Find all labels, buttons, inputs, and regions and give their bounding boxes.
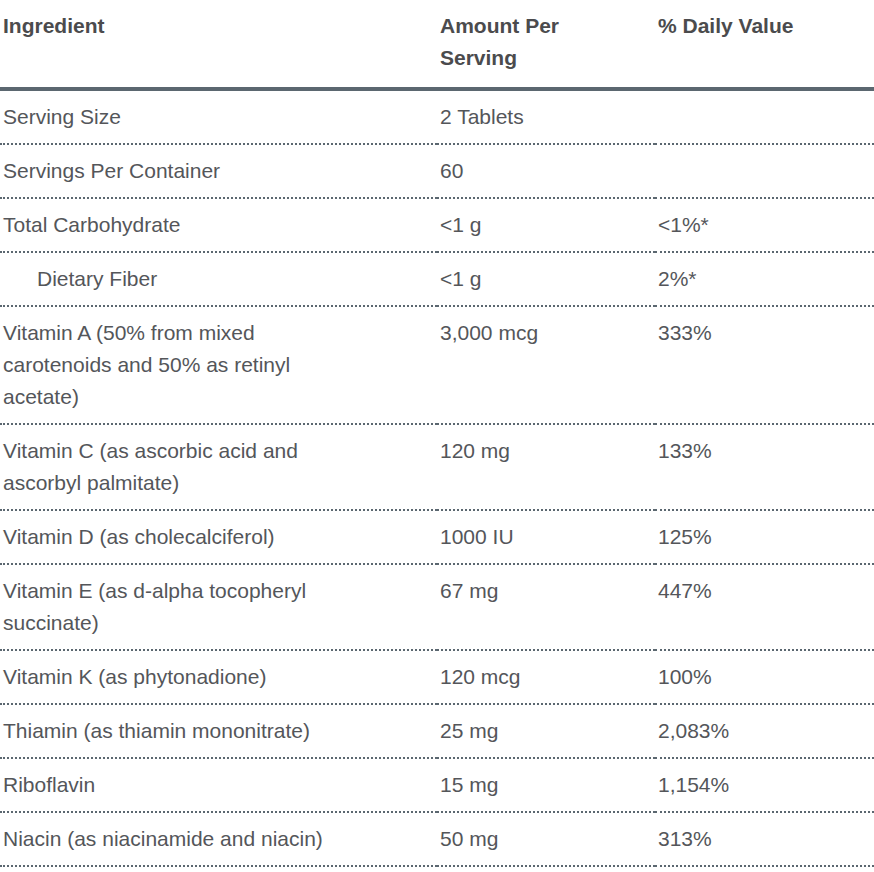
amount-cell: <1 g (437, 198, 655, 252)
column-header-amount-per-serving: Amount Per Serving (437, 0, 655, 89)
table-row-vitamin-k: Vitamin K (as phytonadione) 120 mcg 100% (0, 650, 874, 704)
amount-cell: 67 mg (437, 564, 655, 650)
daily-value-cell: 1,154% (655, 758, 874, 812)
column-header-ingredient: Ingredient (0, 0, 437, 89)
daily-value-cell: 133% (655, 424, 874, 510)
amount-cell: 120 mg (437, 424, 655, 510)
amount-cell: 60 (437, 144, 655, 198)
table-row-vitamin-c: Vitamin C (as ascorbic acid and ascorbyl… (0, 424, 874, 510)
ingredient-cell: Vitamin E (as d-alpha tocopheryl succina… (0, 564, 437, 650)
column-header-daily-value: % Daily Value (655, 0, 874, 89)
daily-value-cell (655, 144, 874, 198)
table-row-total-carbohydrate: Total Carbohydrate <1 g <1%* (0, 198, 874, 252)
amount-cell: 120 mcg (437, 650, 655, 704)
ingredient-cell: Vitamin D (as cholecalciferol) (0, 510, 437, 564)
ingredient-cell: Vitamin C (as ascorbic acid and ascorbyl… (0, 424, 437, 510)
table-body: Serving Size 2 Tablets Servings Per Cont… (0, 89, 874, 866)
ingredient-cell: Vitamin K (as phytonadione) (0, 650, 437, 704)
daily-value-cell: 2,083% (655, 704, 874, 758)
amount-cell: 25 mg (437, 704, 655, 758)
ingredient-cell: Vitamin A (50% from mixed carotenoids an… (0, 306, 437, 424)
table-row-serving-size: Serving Size 2 Tablets (0, 89, 874, 144)
table-row-niacin: Niacin (as niacinamide and niacin) 50 mg… (0, 812, 874, 866)
ingredient-cell: Riboflavin (0, 758, 437, 812)
amount-cell: 50 mg (437, 812, 655, 866)
ingredient-cell: Total Carbohydrate (0, 198, 437, 252)
daily-value-cell: 100% (655, 650, 874, 704)
amount-cell: 3,000 mcg (437, 306, 655, 424)
daily-value-cell: 333% (655, 306, 874, 424)
daily-value-cell (655, 89, 874, 144)
daily-value-cell: <1%* (655, 198, 874, 252)
ingredient-cell: Thiamin (as thiamin mononitrate) (0, 704, 437, 758)
table-row-vitamin-a: Vitamin A (50% from mixed carotenoids an… (0, 306, 874, 424)
daily-value-cell: 447% (655, 564, 874, 650)
header-row: Ingredient Amount Per Serving % Daily Va… (0, 0, 874, 89)
ingredient-cell: Servings Per Container (0, 144, 437, 198)
ingredient-cell: Niacin (as niacinamide and niacin) (0, 812, 437, 866)
table-row-thiamin: Thiamin (as thiamin mononitrate) 25 mg 2… (0, 704, 874, 758)
ingredient-table: Ingredient Amount Per Serving % Daily Va… (0, 0, 874, 867)
table-row-riboflavin: Riboflavin 15 mg 1,154% (0, 758, 874, 812)
daily-value-cell: 2%* (655, 252, 874, 306)
amount-cell: <1 g (437, 252, 655, 306)
table-row-vitamin-e: Vitamin E (as d-alpha tocopheryl succina… (0, 564, 874, 650)
table-row-vitamin-d: Vitamin D (as cholecalciferol) 1000 IU 1… (0, 510, 874, 564)
daily-value-cell: 125% (655, 510, 874, 564)
amount-cell: 15 mg (437, 758, 655, 812)
table-row-dietary-fiber: Dietary Fiber <1 g 2%* (0, 252, 874, 306)
table-header: Ingredient Amount Per Serving % Daily Va… (0, 0, 874, 89)
amount-cell: 2 Tablets (437, 89, 655, 144)
amount-cell: 1000 IU (437, 510, 655, 564)
ingredient-cell: Dietary Fiber (0, 252, 437, 306)
daily-value-cell: 313% (655, 812, 874, 866)
table-row-servings-per-container: Servings Per Container 60 (0, 144, 874, 198)
ingredient-cell: Serving Size (0, 89, 437, 144)
